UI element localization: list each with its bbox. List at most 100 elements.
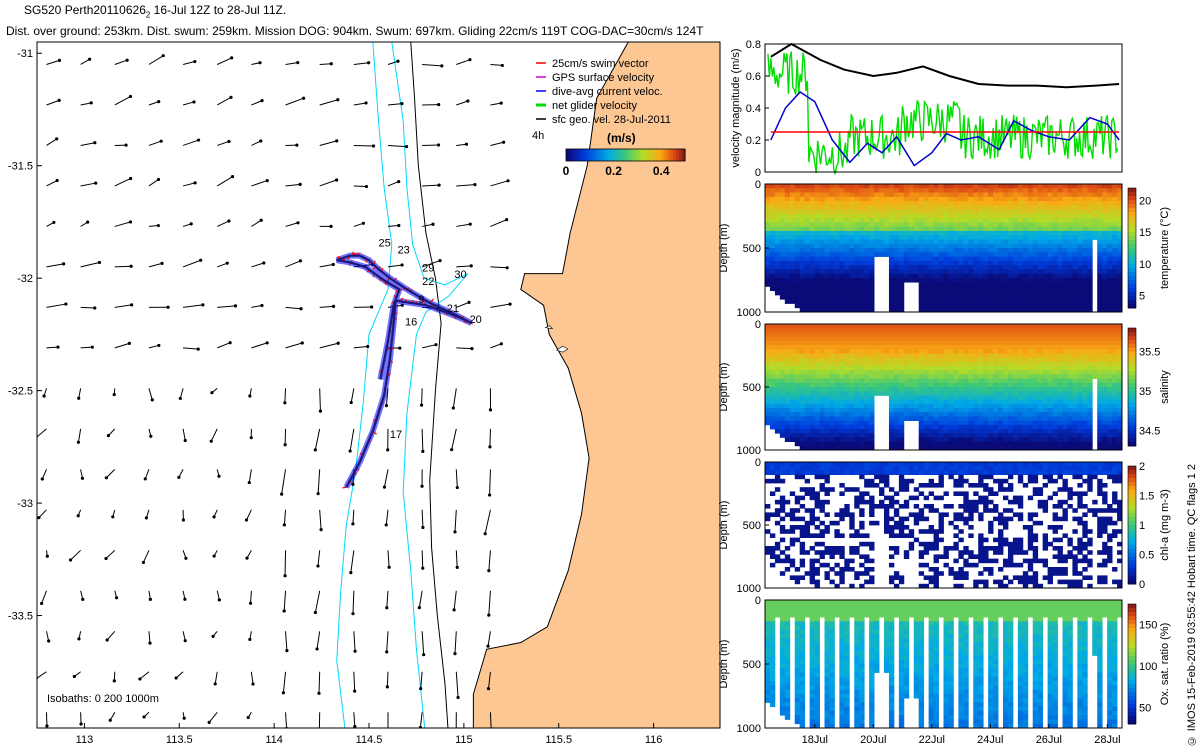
geo-vel-arrowhead: [353, 649, 357, 653]
geo-vel-arrowhead: [156, 223, 160, 228]
map-xtick-label: 114.5: [356, 734, 383, 746]
geo-vel-arrowhead: [56, 345, 60, 349]
geo-vel-arrowhead: [156, 177, 161, 182]
map-xtick-label: 115: [455, 734, 473, 746]
geo-vel-arrowhead: [130, 303, 134, 307]
geo-vel-arrowhead: [128, 220, 133, 224]
geo-vel-arrowhead: [488, 408, 493, 412]
geo-vel-arrowhead: [437, 183, 441, 187]
geo-vel-arrowhead: [213, 682, 217, 686]
map-ytick-label: -31.5: [8, 161, 33, 173]
geo-vel-arrowhead: [93, 306, 97, 310]
geo-vel-arrowhead: [434, 343, 438, 347]
geo-vel-arrowhead: [182, 716, 186, 720]
geo-vel-arrowhead: [178, 396, 182, 401]
geo-vel-arrowhead: [128, 94, 133, 99]
geo-vel-arrowhead: [93, 141, 97, 145]
geo-vel-arrowhead: [64, 302, 68, 306]
geo-vel-arrowhead: [248, 637, 252, 642]
geo-vel-arrowhead: [282, 609, 286, 613]
geo-vel-arrowhead: [72, 674, 76, 679]
geo-vel-arrowhead: [451, 406, 455, 410]
geo-vel-arrowhead: [142, 715, 146, 719]
geo-vel-arrowhead: [105, 638, 109, 642]
geo-vel-arrowhead: [483, 532, 487, 536]
geo-vel-arrowhead: [159, 139, 163, 143]
geo-vel-arrowhead: [212, 554, 216, 558]
geo-vel-arrowhead: [421, 449, 425, 453]
geo-vel-arrowhead: [157, 343, 161, 348]
geo-vel-arrow: [80, 306, 95, 309]
geo-vel-arrowhead: [329, 62, 333, 66]
geo-vel-arrowhead: [502, 140, 506, 144]
geo-vel-arrowhead: [331, 304, 336, 308]
map-xtick-label: 114: [265, 734, 283, 746]
geo-vel-arrowhead: [437, 103, 441, 107]
geo-vel-arrowhead: [230, 175, 235, 179]
map-xtick-label: 115.5: [545, 734, 572, 746]
geo-vel-arrowhead: [283, 443, 287, 447]
geo-vel-arrowhead: [108, 718, 112, 722]
day-label-25: 25: [379, 238, 391, 250]
geo-vel-arrowhead: [329, 224, 333, 228]
geo-vel-arrowhead: [177, 475, 181, 479]
geo-vel-arrowhead: [336, 98, 340, 102]
geo-vel-arrowhead: [436, 143, 441, 147]
day-label-30: 30: [454, 269, 466, 281]
geo-vel-arrowhead: [367, 61, 371, 65]
geo-vel-arrowhead: [144, 516, 148, 520]
geo-vel-arrowhead: [298, 259, 302, 263]
geo-vel-arrowhead: [470, 347, 474, 351]
geo-vel-arrowhead: [196, 138, 201, 142]
geo-vel-arrowhead: [45, 724, 49, 728]
geo-vel-arrowhead: [40, 601, 44, 606]
geo-vel-arrowhead: [138, 677, 142, 681]
legend-label-1: GPS surface velocity: [552, 72, 655, 84]
geo-vel-arrowhead: [371, 144, 376, 148]
geo-vel-arrowhead: [349, 400, 353, 405]
geo-vel-arrowhead: [184, 556, 188, 560]
legend-label-4: sfc geo. vel. 28-Jul-2011: [552, 114, 671, 126]
geo-vel-arrowhead: [420, 484, 424, 488]
geo-vel-arrowhead: [319, 528, 323, 532]
geo-vel-arrowhead: [468, 222, 472, 226]
geo-vel-arrowhead: [300, 341, 304, 345]
map-xtick-label: 113: [76, 734, 94, 746]
geo-vel-arrowhead: [143, 477, 147, 481]
geo-vel-arrowhead: [90, 345, 94, 349]
geo-vel-arrowhead: [262, 261, 266, 265]
geo-vel-arrowhead: [301, 96, 306, 100]
geo-vel-arrowhead: [487, 569, 491, 573]
geo-vel-arrowhead: [331, 262, 335, 267]
geo-vel-arrowhead: [384, 404, 389, 408]
geo-vel-arrowhead: [230, 56, 234, 60]
map-colorbar-title: (m/s): [607, 131, 636, 145]
geo-vel-arrowhead: [351, 612, 355, 616]
geo-vel-arrowhead: [148, 597, 152, 601]
geo-vel-arrowhead: [244, 518, 249, 522]
geo-vel-arrowhead: [227, 219, 231, 223]
geo-vel-arrowhead: [486, 687, 491, 691]
geo-vel-arrowhead: [318, 409, 323, 413]
geo-vel-arrowhead: [248, 601, 253, 605]
geo-vel-arrowhead: [157, 100, 161, 104]
geo-vel-arrowhead: [260, 99, 264, 103]
geo-vel-arrowhead: [473, 183, 477, 187]
geo-vel-arrowhead: [421, 566, 425, 570]
geo-vel-arrowhead: [386, 448, 390, 452]
geo-vel-arrowhead: [298, 182, 302, 186]
isobath-note: Isobaths: 0 200 1000m: [47, 693, 159, 705]
geo-vel-arrowhead: [246, 715, 250, 720]
geo-vel-arrowhead: [422, 653, 426, 657]
geo-vel-arrowhead: [260, 303, 264, 308]
geo-vel-arrowhead: [400, 101, 404, 106]
geo-vel-arrowhead: [233, 304, 238, 308]
geo-vel-arrowhead: [104, 476, 108, 480]
geo-vel-arrowhead: [111, 515, 115, 519]
geo-vel-arrowhead: [228, 341, 232, 345]
geo-vel-arrow: [284, 388, 287, 403]
geo-vel-arrowhead: [386, 731, 389, 734]
geo-vel-arrowhead: [467, 300, 471, 304]
